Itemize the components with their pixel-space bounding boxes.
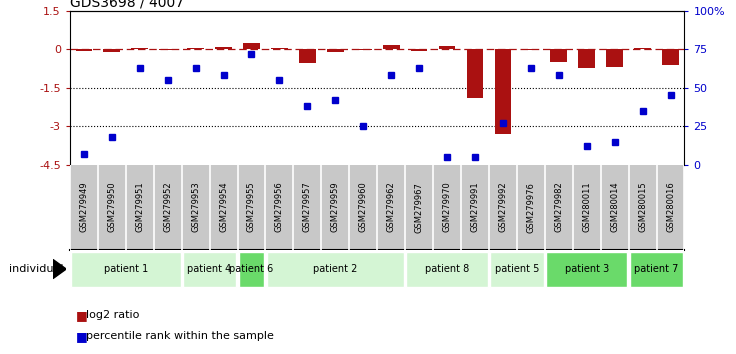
Text: GSM279951: GSM279951	[135, 182, 144, 233]
Text: GSM279957: GSM279957	[302, 182, 312, 233]
Text: ■: ■	[76, 309, 88, 321]
Bar	[383, 45, 400, 49]
Text: ■: ■	[76, 330, 88, 343]
Bar	[495, 49, 512, 134]
Text: GSM279950: GSM279950	[107, 182, 116, 233]
Text: GSM280016: GSM280016	[666, 182, 675, 233]
Bar	[546, 251, 628, 287]
Bar	[215, 47, 232, 49]
Bar	[266, 251, 404, 287]
Bar	[238, 251, 264, 287]
Text: patient 4: patient 4	[188, 264, 232, 274]
Bar	[299, 49, 316, 63]
Bar	[187, 48, 204, 49]
Text: GSM279991: GSM279991	[470, 182, 479, 233]
Text: GDS3698 / 4007: GDS3698 / 4007	[70, 0, 184, 10]
Text: GSM279992: GSM279992	[498, 182, 507, 233]
Bar	[131, 48, 148, 49]
Text: patient 1: patient 1	[104, 264, 148, 274]
Text: GSM279949: GSM279949	[79, 182, 88, 233]
Text: GSM280015: GSM280015	[638, 182, 647, 233]
Bar	[662, 49, 679, 64]
Text: patient 7: patient 7	[634, 264, 679, 274]
Bar	[490, 251, 544, 287]
Bar	[523, 49, 539, 50]
Bar	[183, 251, 236, 287]
Text: GSM279953: GSM279953	[191, 182, 200, 233]
Text: GSM279976: GSM279976	[526, 182, 535, 233]
Bar	[243, 43, 260, 49]
Text: GSM279952: GSM279952	[163, 182, 172, 233]
Bar	[159, 49, 176, 50]
Text: percentile rank within the sample: percentile rank within the sample	[86, 331, 274, 341]
Text: individual: individual	[9, 264, 63, 274]
Text: GSM279960: GSM279960	[358, 182, 368, 233]
Bar	[327, 49, 344, 52]
Text: GSM279955: GSM279955	[247, 182, 256, 233]
Text: GSM279962: GSM279962	[386, 182, 396, 233]
Bar	[634, 48, 651, 49]
Bar	[630, 251, 683, 287]
Text: patient 6: patient 6	[230, 264, 274, 274]
Bar	[406, 251, 488, 287]
Bar	[606, 49, 623, 67]
Polygon shape	[53, 259, 66, 279]
Bar	[439, 46, 456, 49]
Text: patient 2: patient 2	[313, 264, 358, 274]
Text: GSM279959: GSM279959	[330, 182, 340, 233]
Text: GSM279956: GSM279956	[275, 182, 284, 233]
Text: log2 ratio: log2 ratio	[86, 310, 140, 320]
Text: GSM279982: GSM279982	[554, 182, 563, 233]
Text: patient 3: patient 3	[565, 264, 609, 274]
Text: patient 8: patient 8	[425, 264, 469, 274]
Bar	[355, 49, 372, 50]
Text: patient 5: patient 5	[495, 264, 539, 274]
Bar	[104, 49, 120, 52]
Bar	[411, 49, 428, 51]
Bar	[578, 49, 595, 68]
Bar	[467, 49, 484, 98]
Bar	[551, 49, 567, 62]
Bar	[71, 251, 180, 287]
Text: GSM279967: GSM279967	[414, 182, 424, 233]
Bar	[76, 49, 92, 51]
Text: GSM280011: GSM280011	[582, 182, 591, 233]
Text: GSM279954: GSM279954	[219, 182, 228, 233]
Text: GSM280014: GSM280014	[610, 182, 619, 233]
Bar	[271, 48, 288, 49]
Text: GSM279970: GSM279970	[442, 182, 452, 233]
